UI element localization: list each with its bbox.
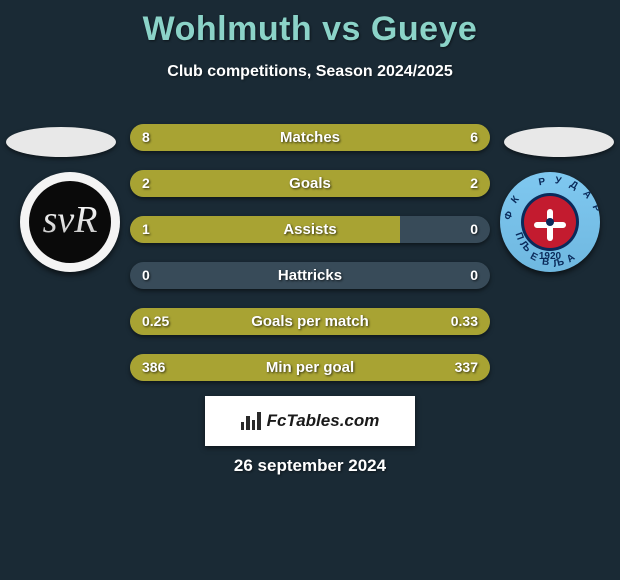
stat-value-right: 0 bbox=[470, 216, 478, 243]
crest-left-monogram: svR bbox=[43, 201, 98, 239]
stat-value-left: 8 bbox=[142, 124, 150, 151]
stat-row: Goals per match0.25 0.33 bbox=[130, 308, 490, 335]
stat-value-right: 0.33 bbox=[451, 308, 478, 335]
stat-label: Hattricks bbox=[130, 262, 490, 289]
stat-row: Matches8 6 bbox=[130, 124, 490, 151]
stat-label: Matches bbox=[130, 124, 490, 151]
stat-row: Min per goal386 337 bbox=[130, 354, 490, 381]
logo-bar bbox=[241, 422, 245, 430]
stat-value-right: 2 bbox=[470, 170, 478, 197]
player-right-badge bbox=[504, 127, 614, 157]
source-label: FcTables.com bbox=[267, 411, 380, 431]
club-crest-left: svR bbox=[20, 172, 120, 272]
logo-bar bbox=[246, 416, 250, 430]
crest-left-outer: svR bbox=[20, 172, 120, 272]
stat-label: Goals per match bbox=[130, 308, 490, 335]
ring-letter: Р bbox=[590, 203, 600, 213]
stats-area: Matches86Goals22Assists10Hattricks00Goal… bbox=[130, 124, 490, 400]
stat-value-right: 337 bbox=[455, 354, 478, 381]
logo-bar bbox=[252, 420, 256, 430]
fctables-logo-icon bbox=[241, 412, 261, 430]
source-badge: FcTables.com bbox=[205, 396, 415, 446]
crest-left-inner: svR bbox=[29, 181, 111, 263]
stat-label: Goals bbox=[130, 170, 490, 197]
comparison-card: Wohlmuth vs Gueye Club competitions, Sea… bbox=[0, 0, 620, 580]
ring-letter: У bbox=[554, 175, 562, 187]
crest-right-year: 1920 bbox=[500, 251, 600, 262]
crest-right-center bbox=[524, 196, 576, 248]
stat-value-right: 0 bbox=[470, 262, 478, 289]
stat-row: Goals2 2 bbox=[130, 170, 490, 197]
stat-row: Hattricks0 0 bbox=[130, 262, 490, 289]
date-label: 26 september 2024 bbox=[0, 456, 620, 476]
stat-row: Assists1 0 bbox=[130, 216, 490, 243]
pinwheel-icon bbox=[536, 208, 564, 236]
crest-right-outer: ФК РУДАРПЉЕВЉА 1920 bbox=[500, 172, 600, 272]
stat-value-right: 6 bbox=[470, 124, 478, 151]
stat-label: Min per goal bbox=[130, 354, 490, 381]
logo-bar bbox=[257, 412, 261, 430]
ring-letter: К bbox=[509, 194, 521, 206]
ring-letter: А bbox=[580, 189, 593, 202]
ring-letter: Ф bbox=[502, 210, 515, 222]
player-left-badge bbox=[6, 127, 116, 157]
stat-value-left: 0.25 bbox=[142, 308, 169, 335]
stat-value-left: 2 bbox=[142, 170, 150, 197]
stat-value-left: 0 bbox=[142, 262, 150, 289]
subtitle: Club competitions, Season 2024/2025 bbox=[0, 63, 620, 81]
ring-letter: Р bbox=[538, 176, 546, 188]
ring-letter: Д bbox=[568, 179, 580, 192]
stat-label: Assists bbox=[130, 216, 490, 243]
stat-value-left: 386 bbox=[142, 354, 165, 381]
stat-value-left: 1 bbox=[142, 216, 150, 243]
club-crest-right: ФК РУДАРПЉЕВЉА 1920 bbox=[500, 172, 600, 272]
page-title: Wohlmuth vs Gueye bbox=[0, 0, 620, 49]
